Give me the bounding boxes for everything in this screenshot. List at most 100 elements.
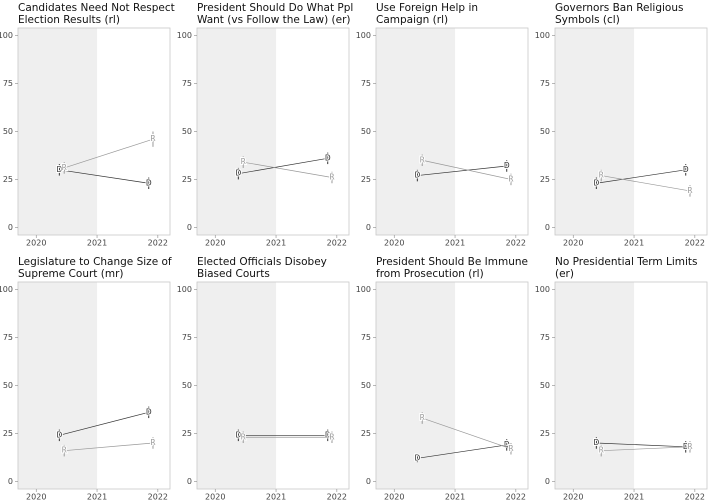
y-tick-label: 100 xyxy=(177,285,192,294)
y-tick-label: 75 xyxy=(182,79,192,88)
x-tick-label: 2022 xyxy=(685,493,705,501)
point-label: D xyxy=(235,430,241,439)
y-tick-label: 100 xyxy=(535,31,550,40)
x-tick-label: 2020 xyxy=(384,493,404,501)
panel-title: No Presidential Term Limits (er) xyxy=(555,256,698,280)
x-tick-label: 2021 xyxy=(624,493,644,501)
panel-title: President Should Be Immune from Prosecut… xyxy=(376,256,528,280)
series-line xyxy=(601,175,691,192)
panel-title: Legislature to Change Size of Supreme Co… xyxy=(18,256,172,280)
point-label: R xyxy=(599,446,604,455)
series-line xyxy=(596,169,686,184)
y-tick-label: 0 xyxy=(187,223,192,232)
y-tick-label: 25 xyxy=(540,175,550,184)
y-tick-label: 0 xyxy=(366,477,371,486)
point-label: R xyxy=(420,413,425,422)
shaded-period xyxy=(197,282,277,489)
x-tick-label: 2020 xyxy=(26,239,46,248)
point-label: R xyxy=(150,134,155,143)
y-tick-label: 25 xyxy=(3,429,13,438)
x-tick-label: 2022 xyxy=(327,493,347,501)
point-label: D xyxy=(325,430,331,439)
series-line xyxy=(422,159,512,180)
y-tick-label: 50 xyxy=(3,381,13,390)
shaded-period xyxy=(18,282,98,489)
point-label: D xyxy=(146,407,152,416)
point-label: D xyxy=(146,178,152,187)
y-tick-label: 25 xyxy=(3,175,13,184)
point-label: R xyxy=(508,444,513,453)
series-line xyxy=(596,442,686,448)
series-line xyxy=(64,138,154,169)
x-tick-label: 2021 xyxy=(266,493,286,501)
point-label: D xyxy=(683,442,689,451)
y-tick-label: 100 xyxy=(0,31,13,40)
y-tick-label: 75 xyxy=(182,333,192,342)
point-label: R xyxy=(508,174,513,183)
point-label: R xyxy=(241,157,246,166)
panel-title: Use Foreign Help in Campaign (rl) xyxy=(376,2,479,26)
x-tick-label: 2022 xyxy=(148,239,168,248)
y-tick-label: 100 xyxy=(356,285,371,294)
point-label: R xyxy=(150,438,155,447)
point-label: R xyxy=(687,442,692,451)
y-tick-label: 100 xyxy=(177,31,192,40)
x-tick-label: 2021 xyxy=(624,239,644,248)
point-label: R xyxy=(62,163,67,172)
shaded-period xyxy=(555,28,635,235)
point-label: D xyxy=(504,440,510,449)
point-label: R xyxy=(687,186,692,195)
y-tick-label: 50 xyxy=(540,381,550,390)
point-label: D xyxy=(504,161,510,170)
point-label: D xyxy=(414,453,420,462)
y-tick-label: 0 xyxy=(545,223,550,232)
y-tick-label: 25 xyxy=(182,429,192,438)
point-label: R xyxy=(329,432,334,441)
x-tick-label: 2022 xyxy=(685,239,705,248)
x-tick-label: 2021 xyxy=(266,239,286,248)
y-tick-label: 75 xyxy=(361,333,371,342)
y-tick-label: 75 xyxy=(3,79,13,88)
series-line xyxy=(601,446,690,452)
point-label: R xyxy=(241,432,246,441)
y-tick-label: 100 xyxy=(535,285,550,294)
series-line xyxy=(417,165,507,176)
y-tick-label: 75 xyxy=(3,333,13,342)
y-tick-label: 0 xyxy=(8,477,13,486)
x-tick-label: 2022 xyxy=(148,493,168,501)
y-tick-label: 75 xyxy=(540,79,550,88)
shaded-period xyxy=(376,28,456,235)
x-tick-label: 2021 xyxy=(87,493,107,501)
x-tick-label: 2021 xyxy=(87,239,107,248)
y-tick-label: 25 xyxy=(540,429,550,438)
series-line xyxy=(59,169,149,184)
y-tick-label: 25 xyxy=(361,429,371,438)
y-tick-label: 0 xyxy=(8,223,13,232)
point-label: D xyxy=(414,171,420,180)
shaded-period xyxy=(197,28,277,235)
x-tick-label: 2022 xyxy=(506,493,526,501)
x-tick-label: 2021 xyxy=(445,239,465,248)
point-label: D xyxy=(683,165,689,174)
panel-title: President Should Do What Ppl Want (vs Fo… xyxy=(197,2,354,26)
series-line xyxy=(243,161,333,178)
y-tick-label: 75 xyxy=(361,79,371,88)
shaded-period xyxy=(555,282,635,489)
panel-title: Governors Ban Religious Symbols (cl) xyxy=(555,2,684,26)
series-line xyxy=(422,417,512,450)
y-tick-label: 25 xyxy=(182,175,192,184)
y-tick-label: 50 xyxy=(182,127,192,136)
x-tick-label: 2022 xyxy=(327,239,347,248)
y-tick-label: 50 xyxy=(361,381,371,390)
series-line xyxy=(59,411,149,436)
x-tick-label: 2021 xyxy=(445,493,465,501)
point-label: D xyxy=(56,165,62,174)
series-line xyxy=(64,442,154,452)
x-tick-label: 2020 xyxy=(563,493,583,501)
y-tick-label: 50 xyxy=(361,127,371,136)
panel-title: Candidates Need Not Respect Election Res… xyxy=(18,2,175,26)
point-label: R xyxy=(420,155,425,164)
series-line xyxy=(417,444,507,459)
y-tick-label: 50 xyxy=(182,381,192,390)
